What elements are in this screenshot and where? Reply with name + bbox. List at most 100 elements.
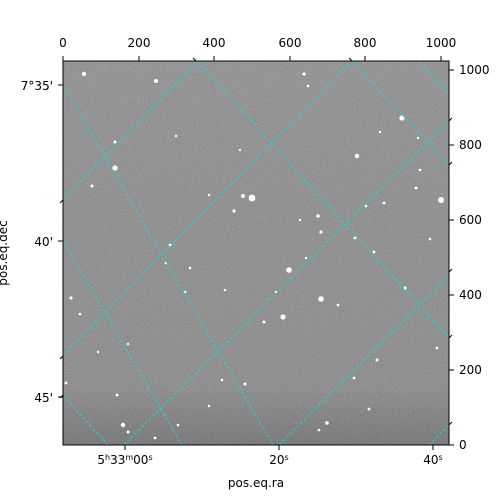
- right-tick-label: 600: [459, 213, 482, 227]
- star: [126, 430, 130, 434]
- star: [418, 168, 422, 172]
- star: [378, 130, 382, 134]
- star: [223, 288, 227, 292]
- star: [317, 428, 321, 432]
- dec-tick-label: 40': [34, 235, 53, 249]
- star: [90, 184, 94, 188]
- right-tick-label: 200: [459, 363, 482, 377]
- coordinate-grid: [63, 61, 449, 445]
- plot-frame: [62, 60, 450, 446]
- star: [262, 320, 266, 324]
- top-tick-label: 400: [203, 36, 226, 50]
- y-axis-label: pos.eq.dec: [0, 220, 10, 285]
- ra-tick-label: 40s: [423, 453, 442, 468]
- right-tick-label: 800: [459, 138, 482, 152]
- grid-line: [196, 61, 449, 339]
- star: [352, 376, 356, 380]
- top-tick-label: 600: [279, 36, 302, 50]
- star: [126, 342, 130, 346]
- sky-image: [63, 61, 449, 445]
- pixel-ticks: [58, 56, 454, 450]
- grid-line: [278, 274, 449, 445]
- star: [238, 148, 242, 152]
- star: [364, 204, 368, 208]
- star: [316, 214, 320, 218]
- ra-tick-labels: 5h33m00s 20s 40s: [97, 453, 442, 468]
- star: [153, 436, 157, 440]
- star: [168, 243, 172, 247]
- grid-line: [63, 239, 183, 445]
- star: [220, 378, 224, 382]
- star: [188, 266, 192, 270]
- dec-tick-labels: 7°35' 40' 45': [21, 79, 53, 405]
- grid-edge-tick: [59, 199, 64, 204]
- grid-line: [419, 61, 449, 96]
- grid-edge-tick: [192, 57, 197, 62]
- star: [207, 193, 211, 197]
- star: [325, 421, 329, 425]
- star: [64, 381, 68, 385]
- star: [113, 140, 117, 144]
- top-tick-labels: 0 200 400 600 800 1000: [59, 36, 456, 50]
- star: [367, 407, 371, 411]
- star: [375, 358, 379, 362]
- star: [243, 382, 247, 386]
- star: [416, 136, 420, 140]
- grid-edge-tick: [448, 161, 453, 166]
- right-tick-labels: 0 200 400 600 800 1000: [459, 63, 490, 452]
- star: [154, 79, 158, 83]
- star: [120, 422, 126, 428]
- star: [353, 236, 357, 240]
- grid-line: [63, 394, 109, 445]
- grid-edge-tick: [448, 334, 453, 339]
- dec-tick-label: 45': [34, 391, 53, 405]
- grid-line: [123, 120, 449, 445]
- top-tick-label: 0: [59, 36, 67, 50]
- star: [319, 230, 323, 234]
- grid-line: [63, 61, 198, 201]
- star: [174, 134, 178, 138]
- ra-tick-label: 20s: [269, 453, 288, 468]
- star: [414, 186, 418, 190]
- grid-edge-tick: [448, 268, 453, 273]
- grid-edge-tick: [348, 57, 353, 62]
- ra-tick-label: 5h33m00s: [97, 453, 152, 468]
- right-tick-label: 0: [459, 438, 467, 452]
- star: [112, 165, 118, 171]
- star: [280, 314, 286, 320]
- grid-line: [63, 84, 274, 445]
- star: [69, 296, 73, 300]
- star: [372, 250, 376, 254]
- top-tick-label: 1000: [426, 36, 457, 50]
- grid-edge-tick: [59, 355, 64, 360]
- star: [336, 303, 340, 307]
- x-axis-label: pos.eq.ra: [228, 476, 284, 490]
- star: [96, 350, 100, 354]
- star: [248, 194, 256, 202]
- grid-edge-tick: [59, 394, 64, 399]
- star: [428, 237, 432, 241]
- star: [382, 201, 386, 205]
- grid-edge-tick: [448, 421, 453, 426]
- star: [241, 194, 245, 198]
- star: [318, 296, 324, 302]
- star: [302, 72, 306, 76]
- grid-line: [63, 61, 353, 356]
- right-tick-label: 1000: [459, 63, 490, 77]
- dec-tick-label: 7°35': [21, 79, 53, 93]
- star: [207, 404, 211, 408]
- star: [176, 423, 180, 427]
- top-tick-label: 800: [354, 36, 377, 50]
- star: [115, 393, 119, 397]
- star: [304, 256, 308, 260]
- star: [286, 267, 292, 273]
- right-tick-label: 400: [459, 288, 482, 302]
- star: [354, 153, 360, 159]
- grid-line: [351, 61, 449, 166]
- grid-edge-tick: [448, 117, 453, 122]
- stars: [64, 71, 444, 440]
- star: [306, 84, 310, 88]
- star: [232, 209, 236, 213]
- star: [298, 218, 302, 222]
